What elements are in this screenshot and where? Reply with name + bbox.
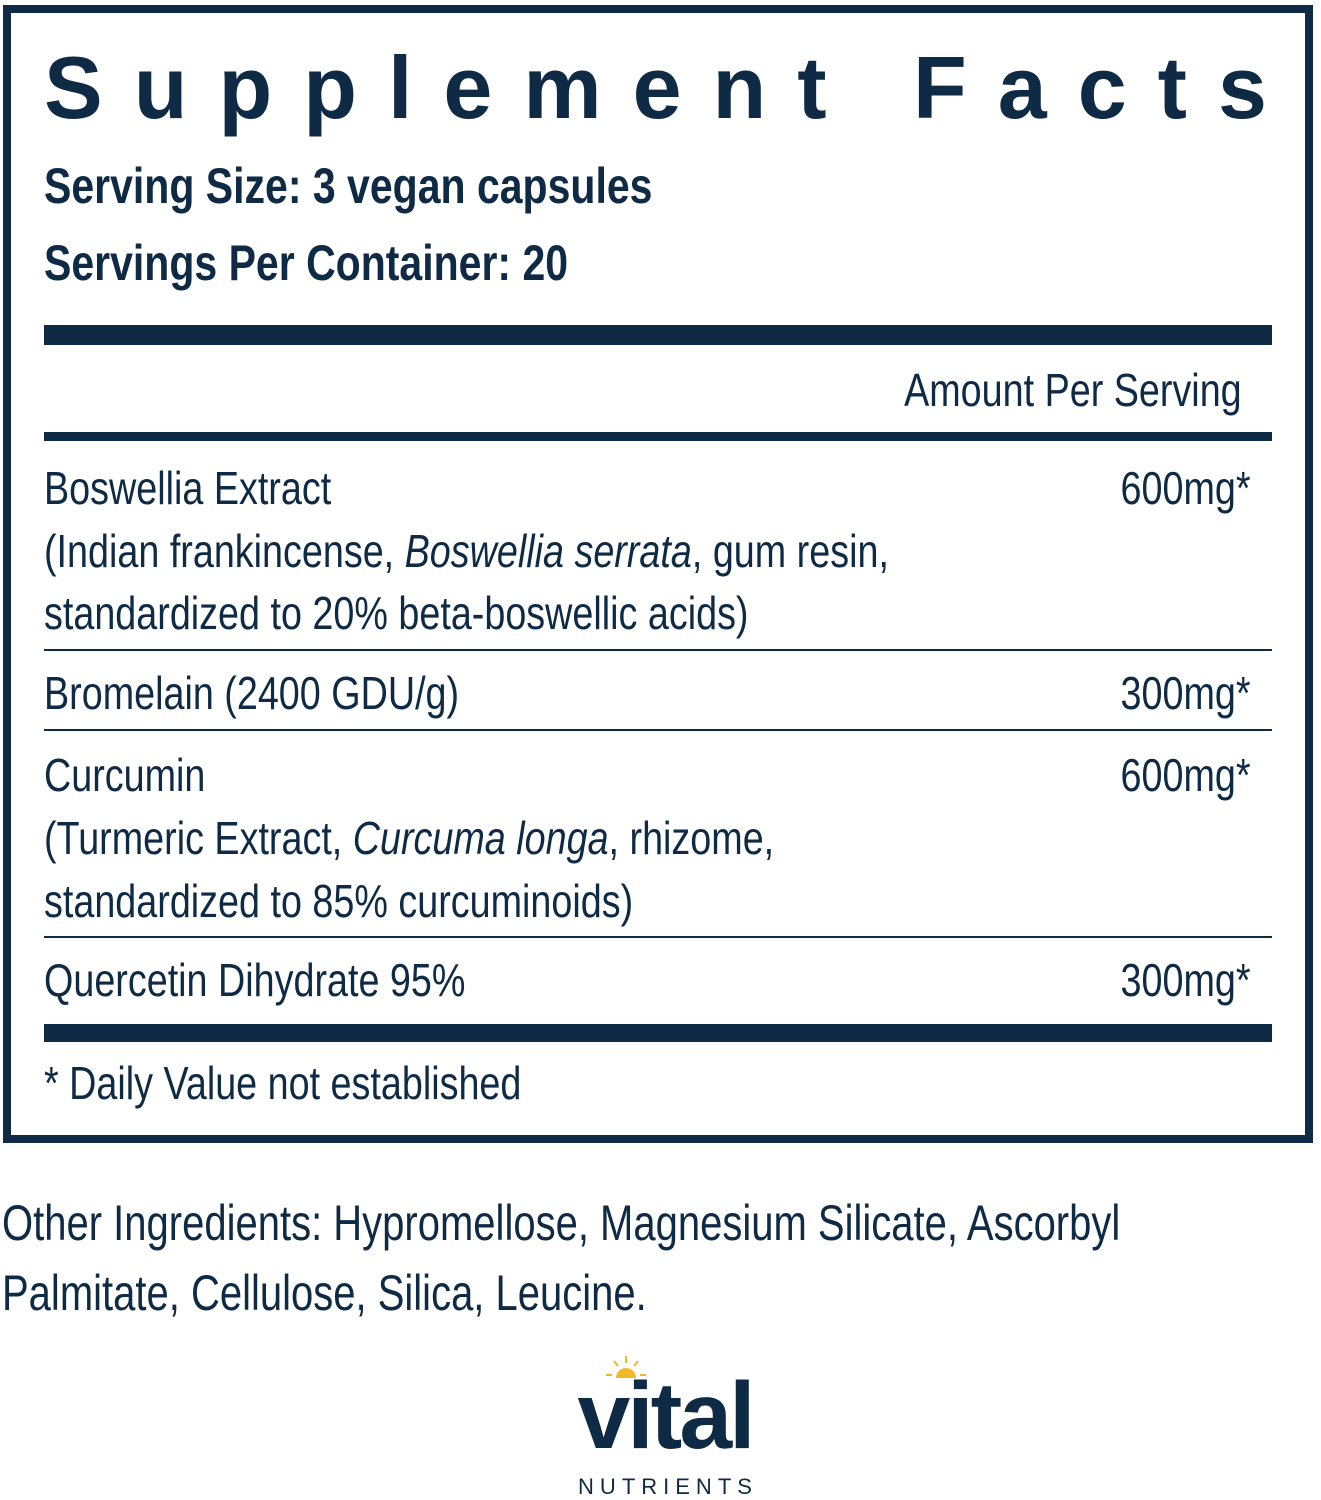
vital-nutrients-logo: vital NUTRIENTS bbox=[577, 1356, 758, 1498]
supplement-facts-panel bbox=[3, 5, 1313, 1143]
thick-divider bbox=[44, 1024, 1272, 1042]
botanical-name: Curcuma longa bbox=[352, 812, 609, 864]
ingredient-detail: standardized to 20% beta-boswellic acids… bbox=[44, 587, 749, 639]
ingredient-amount: 600mg* bbox=[1120, 749, 1251, 801]
ingredient-amount: 300mg* bbox=[1120, 954, 1251, 1006]
detail-text: , gum resin, bbox=[691, 525, 889, 577]
ingredient-detail: (Indian frankincense, Boswellia serrata,… bbox=[44, 520, 889, 582]
detail-text: (Indian frankincense, bbox=[44, 525, 405, 577]
other-ingredients: Palmitate, Cellulose, Silica, Leucine. bbox=[2, 1265, 647, 1321]
panel-title: Supplement Facts bbox=[44, 38, 1298, 137]
sun-icon bbox=[606, 1356, 646, 1378]
servings-per-container: Servings Per Container: 20 bbox=[44, 235, 569, 291]
ingredient-name: Boswellia Extract bbox=[44, 462, 332, 514]
ingredient-amount: 600mg* bbox=[1120, 462, 1251, 514]
ingredient-amount: 300mg* bbox=[1120, 667, 1251, 719]
detail-text: , rhizome, bbox=[608, 812, 775, 864]
ingredient-detail: (Turmeric Extract, Curcuma longa, rhizom… bbox=[44, 807, 774, 869]
thin-divider bbox=[44, 936, 1272, 938]
ingredient-detail: standardized to 85% curcuminoids) bbox=[44, 875, 634, 927]
footnote: * Daily Value not established bbox=[44, 1057, 522, 1109]
brand-wordmark: vital bbox=[577, 1363, 752, 1469]
thin-divider bbox=[44, 729, 1272, 731]
medium-divider bbox=[44, 432, 1272, 441]
amount-per-serving-header: Amount Per Serving bbox=[904, 364, 1242, 416]
detail-text: (Turmeric Extract, bbox=[44, 812, 353, 864]
brand-subtitle: NUTRIENTS bbox=[578, 1474, 758, 1498]
ingredient-name: Quercetin Dihydrate 95% bbox=[44, 954, 466, 1006]
ingredient-name: Curcumin bbox=[44, 749, 206, 801]
thin-divider bbox=[44, 649, 1272, 651]
ingredient-name: Bromelain (2400 GDU/g) bbox=[44, 667, 460, 719]
botanical-name: Boswellia serrata bbox=[404, 525, 692, 577]
other-ingredients: Other Ingredients: Hypromellose, Magnesi… bbox=[2, 1195, 1121, 1251]
serving-size: Serving Size: 3 vegan capsules bbox=[44, 158, 653, 214]
thick-divider bbox=[44, 325, 1272, 345]
